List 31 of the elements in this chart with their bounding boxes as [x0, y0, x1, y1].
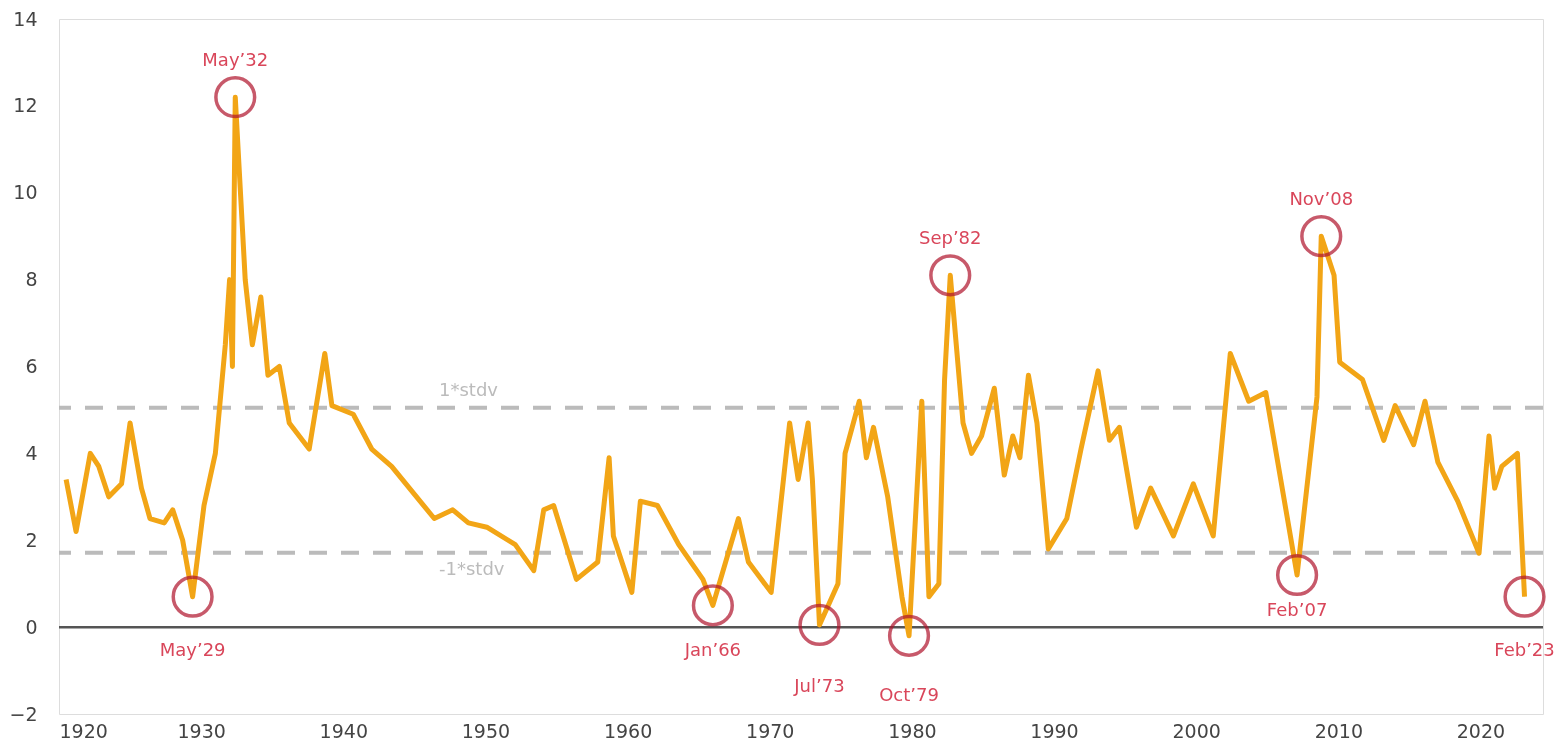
- x-tick-label: 1950: [461, 719, 511, 742]
- x-tick-label: 1980: [888, 719, 937, 742]
- annotation: Jan’66: [683, 639, 742, 661]
- y-tick-label: 6: [25, 355, 38, 377]
- y-tick-label: 2: [25, 528, 38, 551]
- x-tick-label: 2010: [1314, 719, 1363, 742]
- y-tick-label: 0: [25, 615, 38, 638]
- annotation: May’29: [159, 639, 226, 661]
- x-tick-label: 1970: [746, 719, 795, 742]
- y-tick-label: 4: [25, 441, 38, 464]
- x-tick-label: 1990: [1030, 719, 1079, 742]
- y-tick-label: 12: [13, 94, 38, 117]
- x-tick-label: 1930: [177, 719, 226, 742]
- x-tick-label: 1920: [59, 719, 108, 742]
- x-tick-label: 1940: [319, 719, 368, 742]
- annotation: Oct’79: [879, 683, 939, 705]
- y-tick-label: 14: [13, 7, 38, 30]
- x-tick-label: 2000: [1172, 719, 1221, 742]
- y-tick-label: 8: [25, 268, 38, 291]
- annotation: Feb’07: [1266, 599, 1328, 620]
- x-tick-label: 2020: [1456, 719, 1506, 742]
- x-tick-label: 1960: [603, 719, 653, 742]
- annotation: May’32: [202, 49, 269, 71]
- annotation: Feb’23: [1494, 639, 1555, 661]
- annotation: Sep’82: [918, 227, 982, 249]
- y-tick-label: −2: [9, 702, 38, 725]
- ref-line-label: -1*stdv: [439, 557, 505, 579]
- y-tick-label: 10: [13, 181, 38, 204]
- annotation: Nov’08: [1289, 188, 1354, 210]
- ref-line-label: 1*stdv: [439, 378, 499, 400]
- annotation: Jul’73: [793, 675, 845, 697]
